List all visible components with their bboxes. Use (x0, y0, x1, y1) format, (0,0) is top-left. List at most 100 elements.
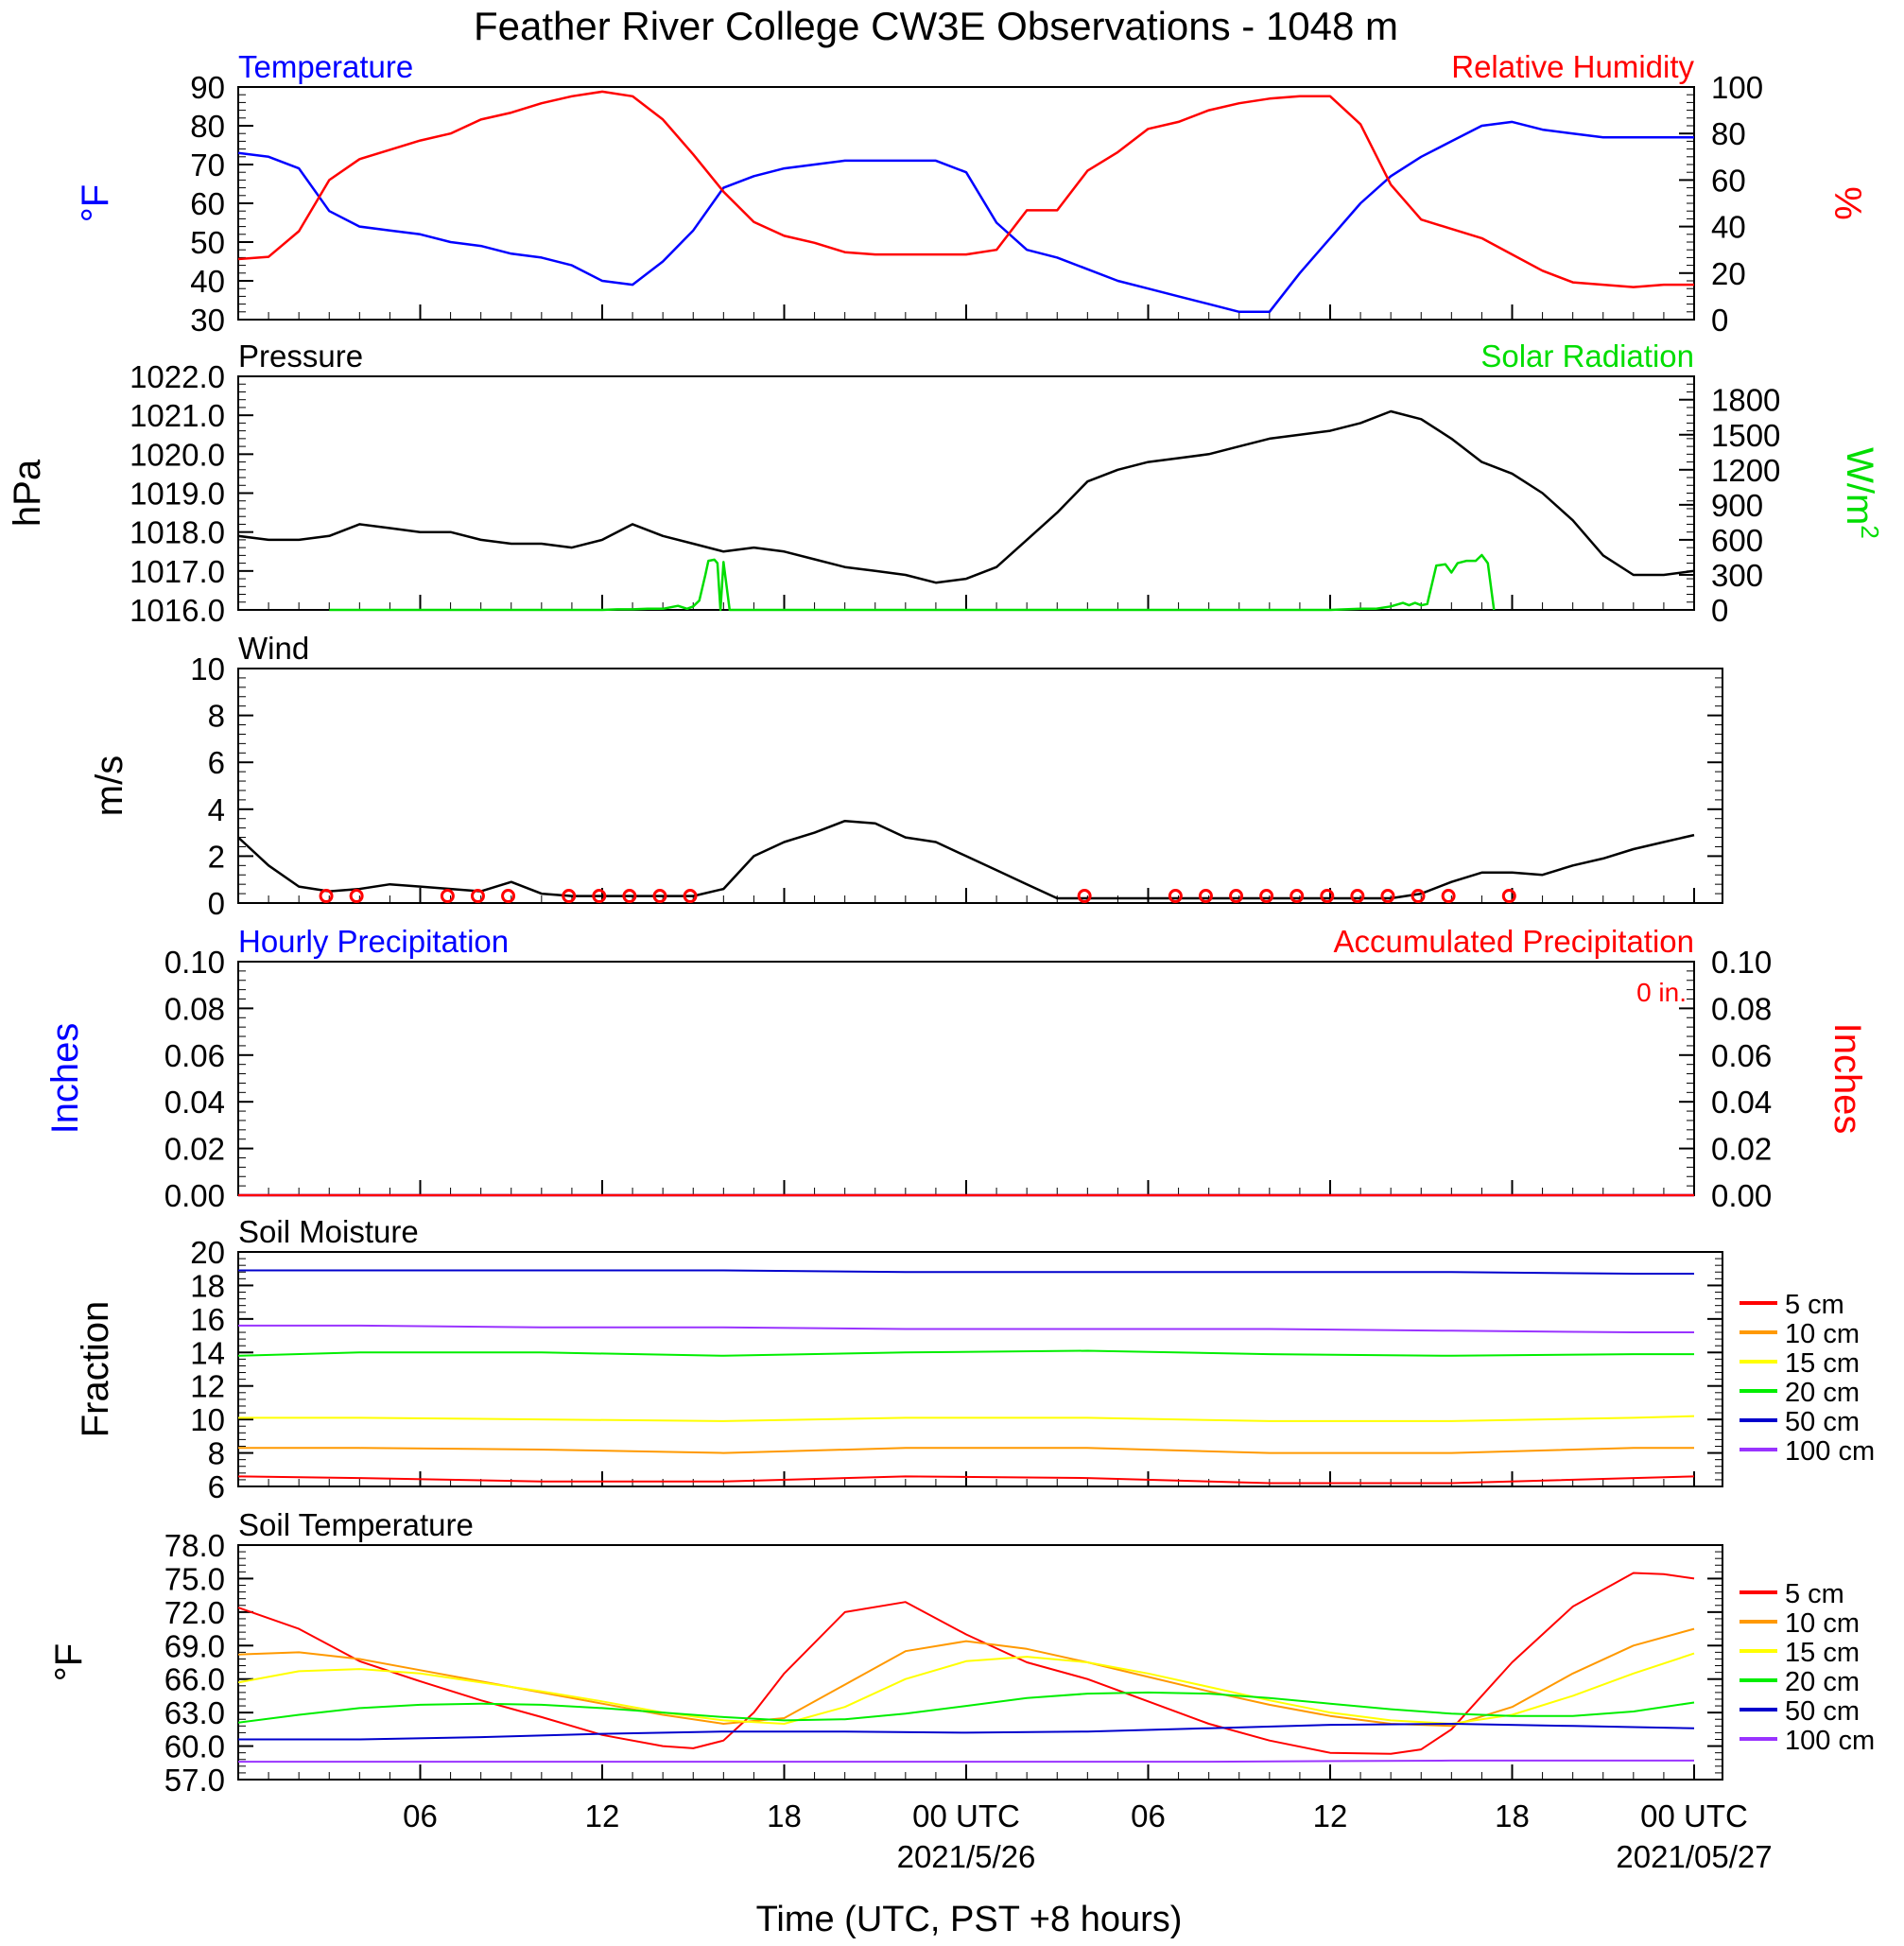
legend-label: 50 cm (1785, 1696, 1860, 1727)
calm-wind-marker (501, 889, 516, 904)
calm-wind-marker (1350, 889, 1365, 904)
y-tick-label-left: 0.00 (164, 1178, 225, 1213)
y-tick-label-left: 78.0 (164, 1528, 225, 1563)
series-line-20-cm (237, 1349, 1694, 1357)
legend-label: 5 cm (1785, 1290, 1844, 1320)
panel-title-right: Solar Radiation (1480, 339, 1694, 374)
chart-title: Feather River College CW3E Observations … (474, 4, 1398, 48)
calm-wind-marker (622, 889, 637, 904)
x-tick-label: 00 UTC (1640, 1798, 1748, 1833)
panel-wind: 10 8 6 4 2 0 Wind m/s (89, 631, 1723, 921)
y-axis-label-left: °F (48, 1643, 90, 1681)
y-tick-label-right: 0 (1711, 593, 1728, 628)
y-axis-label-right: W/m2 (1839, 447, 1884, 539)
y-axis-label-superscript: 2 (1856, 525, 1884, 538)
y-tick-label-left: 72.0 (164, 1595, 225, 1630)
plot-frame (237, 1251, 1723, 1487)
y-tick-label-left: 63.0 (164, 1695, 225, 1730)
series-line-15-cm (238, 1415, 1695, 1422)
y-tick-label-left: 1018.0 (130, 515, 225, 550)
panel-soil-temperature: 78.075.072.069.066.063.060.057.0 Soil Tem… (48, 1507, 1875, 1798)
panel-precipitation: 0.10 0.08 0.06 0.04 0.02 0.00 0.10 0.08 0.06 0.04… (44, 924, 1868, 1213)
panel-temperature-humidity: 90 80 70 60 50 40 30 100 80 60 40 20 0 Temperature Rel… (75, 49, 1868, 338)
y-tick-label-right: 900 (1711, 488, 1763, 523)
calm-wind-marker (349, 889, 364, 904)
x-date-label: 2021/05/27 (1616, 1839, 1772, 1874)
panel-title-left: Temperature (238, 49, 413, 84)
series-line-relative-humidity (237, 90, 1694, 288)
y-tick-label-left: 75.0 (164, 1561, 225, 1596)
legend-label: 50 cm (1785, 1407, 1860, 1437)
y-tick-label-left: 16 (190, 1302, 225, 1337)
y-tick-label-left: 60.0 (164, 1729, 225, 1764)
y-tick-label-left: 8 (208, 1436, 225, 1471)
y-tick-label-right: 1500 (1711, 418, 1780, 453)
y-tick-label-left: 0.04 (164, 1085, 225, 1120)
series-line-solar-radiation (329, 553, 1496, 612)
calm-wind-marker (1168, 889, 1183, 904)
y-tick-label-left: 1022.0 (130, 359, 225, 394)
y-tick-label-left: 1016.0 (130, 593, 225, 628)
y-tick-label-left: 0.08 (164, 991, 225, 1026)
plot-frame (237, 1544, 1723, 1781)
series-line-pressure (237, 409, 1695, 584)
y-axis-label-right: Inches (1826, 1023, 1868, 1135)
legend-label: 20 cm (1785, 1378, 1860, 1408)
y-tick-label-right: 1800 (1711, 383, 1780, 418)
y-tick-label-left: 4 (208, 792, 225, 827)
y-tick-label-right: 0.02 (1711, 1132, 1772, 1167)
x-tick-label: 18 (1495, 1798, 1530, 1833)
y-tick-label-left: 1021.0 (130, 398, 225, 433)
series-line-temperature (237, 120, 1694, 314)
calm-wind-marker (1411, 889, 1426, 904)
legend-label: 10 cm (1785, 1319, 1860, 1349)
y-tick-label-right: 0.04 (1711, 1085, 1772, 1120)
accumulated-total-label: 0 in. (1636, 978, 1687, 1007)
y-tick-label-left: 0 (208, 886, 225, 921)
y-axis-label-left: m/s (89, 756, 130, 816)
legend-label: 10 cm (1785, 1608, 1860, 1639)
y-tick-label-right: 1200 (1711, 453, 1780, 488)
x-tick-label: 06 (1131, 1798, 1166, 1833)
panel-title-left: Soil Moisture (238, 1214, 419, 1249)
x-tick-label: 06 (403, 1798, 438, 1833)
legend-label: 15 cm (1785, 1638, 1860, 1668)
y-tick-label-right: 0 (1711, 303, 1728, 338)
series-line-10-cm (237, 1627, 1695, 1728)
legend-label: 5 cm (1785, 1579, 1844, 1609)
legend-label: 20 cm (1785, 1667, 1860, 1697)
legend-label: 100 cm (1785, 1436, 1875, 1467)
y-tick-label-left: 6 (208, 1469, 225, 1504)
y-tick-label-left: 0.06 (164, 1038, 225, 1073)
calm-wind-marker (683, 889, 698, 904)
y-tick-label-left: 70 (190, 148, 225, 182)
y-tick-label-left: 2 (208, 839, 225, 874)
y-tick-label-left: 80 (190, 109, 225, 144)
y-tick-label-left: 10 (190, 1402, 225, 1437)
y-tick-label-right: 20 (1711, 256, 1746, 291)
x-tick-label: 12 (1313, 1798, 1348, 1833)
calm-wind-marker (1441, 889, 1456, 904)
y-tick-label-left: 90 (190, 70, 225, 105)
plot-frame (237, 668, 1723, 904)
y-tick-label-right: 0.10 (1711, 945, 1772, 980)
y-axis-label-left: Fraction (75, 1301, 116, 1438)
y-tick-label-left: 14 (190, 1335, 225, 1370)
series-line-100-cm (238, 1759, 1694, 1764)
series-line-100-cm (238, 1324, 1694, 1333)
y-tick-label-left: 6 (208, 745, 225, 780)
y-tick-label-left: 0.10 (164, 945, 225, 980)
panel-title-left: Soil Temperature (238, 1507, 474, 1542)
y-tick-label-left: 1020.0 (130, 437, 225, 472)
panel-title-right: Accumulated Precipitation (1333, 924, 1694, 959)
wind-markers (319, 889, 1516, 904)
x-tick-label: 00 UTC (912, 1798, 1020, 1833)
y-tick-label-right: 0.06 (1711, 1038, 1772, 1073)
series-line-20-cm (237, 1691, 1695, 1724)
y-tick-label-right: 40 (1711, 210, 1746, 245)
y-axis-label-left: Inches (44, 1023, 86, 1135)
y-tick-label-left: 1017.0 (130, 554, 225, 589)
series-line-50-cm (238, 1723, 1695, 1741)
panel-title-right: Relative Humidity (1451, 49, 1694, 84)
